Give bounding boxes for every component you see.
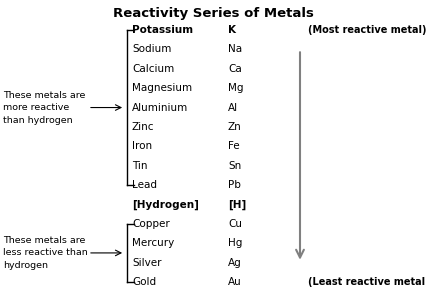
Text: Tin: Tin	[132, 161, 147, 171]
Text: Mercury: Mercury	[132, 238, 174, 248]
Text: (Least reactive metal): (Least reactive metal)	[307, 277, 426, 287]
Text: Lead: Lead	[132, 180, 157, 190]
Text: Ag: Ag	[227, 258, 241, 268]
Text: Au: Au	[227, 277, 241, 287]
Text: These metals are
less reactive than
hydrogen: These metals are less reactive than hydr…	[3, 236, 88, 270]
Text: Ca: Ca	[227, 64, 241, 74]
Text: Hg: Hg	[227, 238, 242, 248]
Text: [Hydrogen]: [Hydrogen]	[132, 199, 199, 210]
Text: Iron: Iron	[132, 141, 152, 151]
Text: Silver: Silver	[132, 258, 161, 268]
Text: Calcium: Calcium	[132, 64, 174, 74]
Text: Al: Al	[227, 102, 238, 112]
Text: Zn: Zn	[227, 122, 241, 132]
Text: Na: Na	[227, 44, 242, 54]
Text: Magnesium: Magnesium	[132, 83, 192, 93]
Text: Sn: Sn	[227, 161, 241, 171]
Text: Potassium: Potassium	[132, 25, 193, 35]
Text: Reactivity Series of Metals: Reactivity Series of Metals	[112, 8, 313, 21]
Text: Mg: Mg	[227, 83, 243, 93]
Text: Sodium: Sodium	[132, 44, 171, 54]
Text: Aluminium: Aluminium	[132, 102, 188, 112]
Text: K: K	[227, 25, 236, 35]
Text: Cu: Cu	[227, 219, 242, 229]
Text: Pb: Pb	[227, 180, 240, 190]
Text: Zinc: Zinc	[132, 122, 154, 132]
Text: These metals are
more reactive
than hydrogen: These metals are more reactive than hydr…	[3, 91, 85, 125]
Text: Fe: Fe	[227, 141, 239, 151]
Text: Copper: Copper	[132, 219, 170, 229]
Text: Gold: Gold	[132, 277, 156, 287]
Text: (Most reactive metal): (Most reactive metal)	[307, 25, 426, 35]
Text: [H]: [H]	[227, 199, 246, 210]
